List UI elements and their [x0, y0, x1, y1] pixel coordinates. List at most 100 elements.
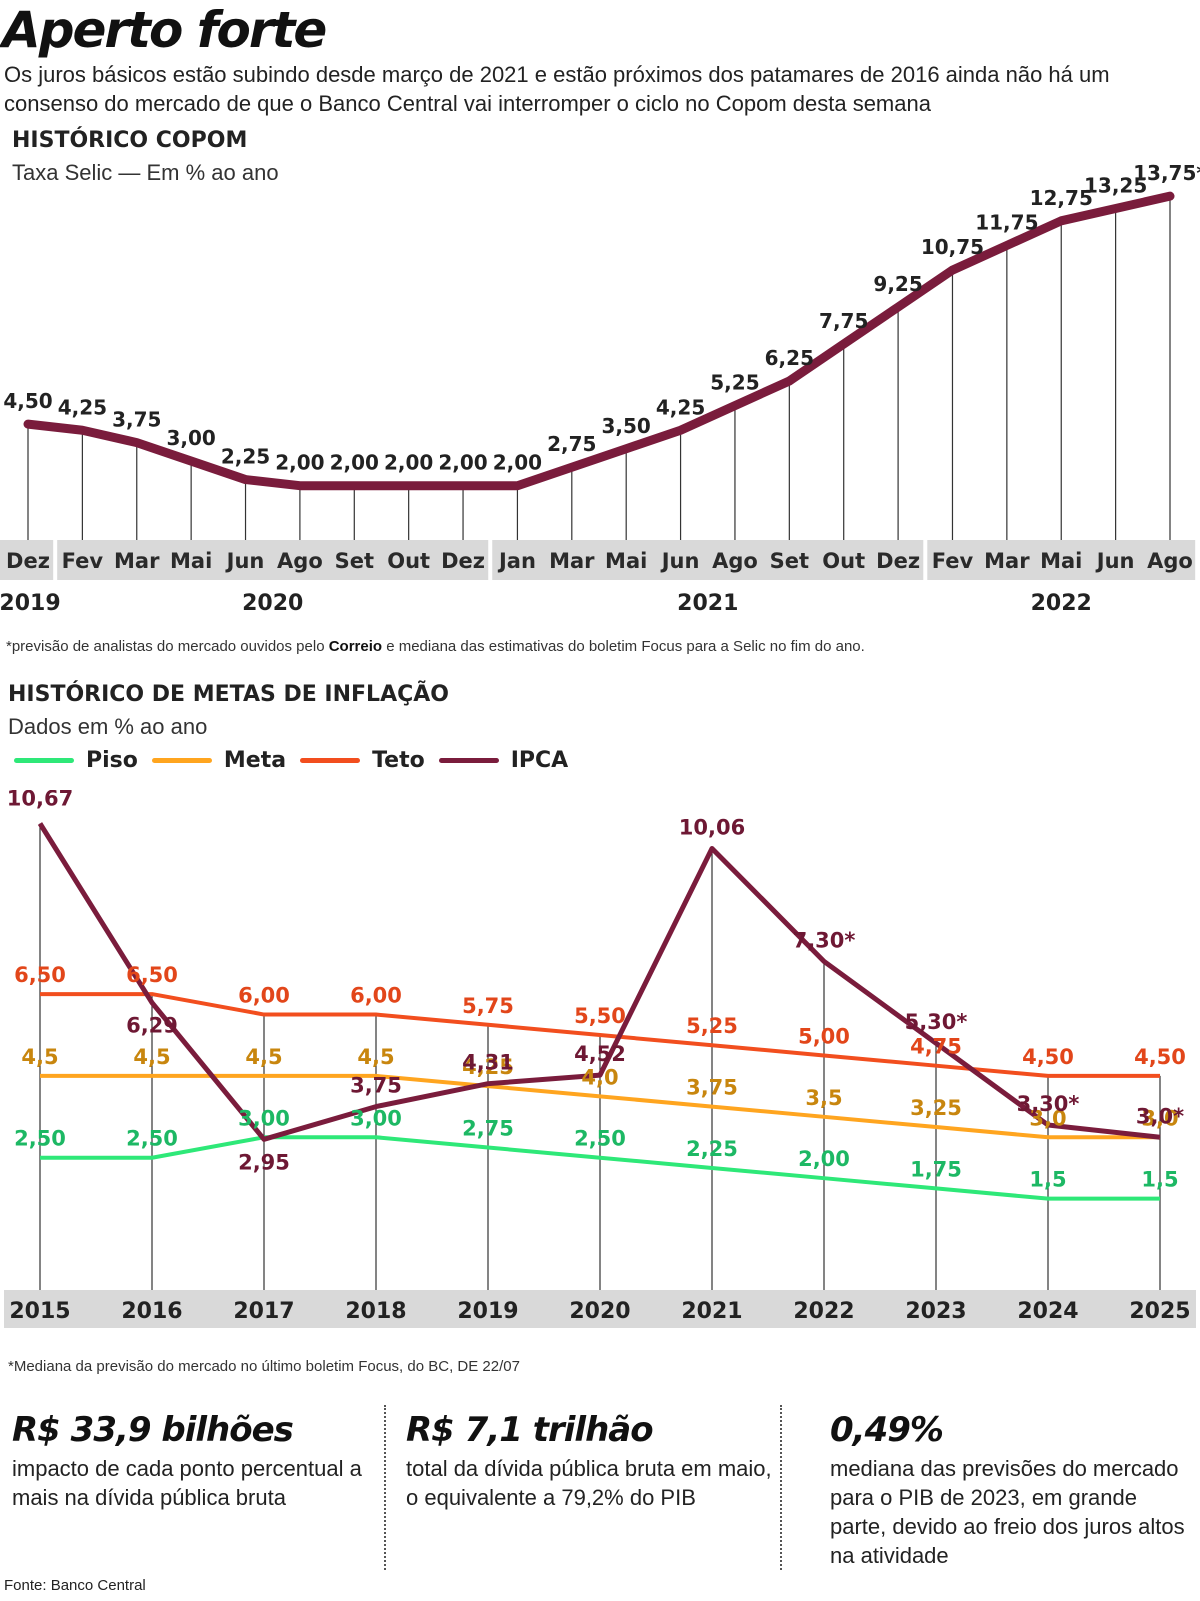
- selic-data-label: 11,75: [975, 210, 1038, 234]
- metas-legend: Piso Meta Teto IPCA: [14, 748, 582, 773]
- x-tick-label: 2021: [681, 1299, 742, 1324]
- data-label-ipca: 4,31: [462, 1051, 514, 1075]
- copom-note: *previsão de analistas do mercado ouvido…: [6, 638, 865, 655]
- year-band-2019: [0, 540, 54, 580]
- data-label-teto: 6,00: [238, 984, 290, 1008]
- x-tick-label: 2022: [793, 1299, 854, 1324]
- selic-data-label: 3,00: [166, 426, 215, 450]
- data-label-piso: 2,50: [126, 1127, 178, 1151]
- legend-label-piso: Piso: [86, 748, 138, 773]
- data-label-piso: 3,00: [350, 1106, 402, 1130]
- selic-data-label: 2,00: [275, 451, 324, 475]
- data-label-ipca: 10,06: [679, 815, 745, 839]
- selic-data-label: 7,75: [819, 309, 868, 333]
- data-label-teto: 5,50: [574, 1004, 626, 1028]
- data-label-ipca: 3,30*: [1017, 1092, 1080, 1116]
- data-label-meta: 3,75: [686, 1076, 738, 1100]
- month-label: Jun: [225, 549, 265, 573]
- series-line-ipca: [37, 822, 1161, 1142]
- month-label: Out: [822, 549, 865, 573]
- month-label: Fev: [62, 549, 104, 573]
- data-label-ipca: 4,52: [574, 1042, 626, 1066]
- selic-data-label: 13,25: [1084, 173, 1147, 197]
- data-label-piso: 3,00: [238, 1106, 290, 1130]
- legend-item-meta: Meta: [151, 748, 287, 773]
- data-label-teto: 5,75: [462, 994, 514, 1018]
- data-label-meta: 3,5: [805, 1086, 842, 1110]
- copom-subtitle: Taxa Selic — Em % ao ano: [12, 160, 279, 185]
- selic-data-label: 2,25: [221, 445, 270, 469]
- data-label-teto: 4,50: [1022, 1045, 1074, 1069]
- selic-data-label: 2,00: [493, 451, 542, 475]
- month-label: Dez: [876, 549, 920, 573]
- month-label: Fev: [932, 549, 974, 573]
- selic-data-label: 9,25: [873, 272, 922, 296]
- stat-divider-1: [384, 1405, 386, 1570]
- data-label-ipca: 3,75: [350, 1074, 402, 1098]
- month-label: Mai: [605, 549, 647, 573]
- x-tick-label: 2024: [1017, 1299, 1078, 1324]
- data-label-meta: 4,5: [245, 1045, 282, 1069]
- data-label-meta: 3,25: [910, 1096, 962, 1120]
- x-tick-label: 2015: [9, 1299, 70, 1324]
- stat-desc-3: mediana das previsões do mercado para o …: [830, 1456, 1185, 1568]
- copom-title: HISTÓRICO COPOM: [12, 128, 248, 153]
- legend-item-ipca: IPCA: [438, 748, 568, 773]
- data-label-piso: 1,5: [1029, 1168, 1066, 1192]
- selic-data-label: 4,25: [58, 395, 107, 419]
- data-label-ipca: 3,0*: [1136, 1104, 1184, 1128]
- year-band-2020: [57, 540, 489, 580]
- data-label-ipca: 10,67: [7, 790, 73, 811]
- data-label-ipca: 7,30*: [793, 928, 856, 952]
- data-label-meta: 4,5: [357, 1045, 394, 1069]
- month-label: Dez: [6, 549, 50, 573]
- data-label-meta: 3,0: [1029, 1106, 1066, 1130]
- month-label: Ago: [1147, 549, 1193, 573]
- selic-data-label: 6,25: [765, 346, 814, 370]
- series-line-meta: [40, 1073, 1160, 1140]
- month-label: Mai: [1040, 549, 1082, 573]
- x-tick-label: 2018: [345, 1299, 406, 1324]
- month-label: Mar: [549, 549, 595, 573]
- data-label-ipca: 5,30*: [905, 1010, 968, 1034]
- legend-label-teto: Teto: [372, 748, 425, 773]
- data-label-teto: 6,50: [14, 963, 66, 987]
- data-label-piso: 1,5: [1141, 1168, 1178, 1192]
- data-label-piso: 2,50: [14, 1127, 66, 1151]
- stat-divider-2: [780, 1405, 782, 1570]
- source-note: Fonte: Banco Central: [4, 1577, 146, 1594]
- x-tick-label: 2016: [121, 1299, 182, 1324]
- year-band-2022: [927, 540, 1196, 580]
- data-label-teto: 5,00: [798, 1024, 850, 1048]
- series-line-piso: [40, 1135, 1160, 1201]
- data-label-meta: 4,0: [581, 1065, 618, 1089]
- selic-data-label: 2,00: [330, 451, 379, 475]
- selic-chart: 2019 2020 2021 2022 Dez Fev Mar Mai Jun Ago Set Out…: [0, 161, 1200, 616]
- selic-data-label: 12,75: [1030, 186, 1093, 210]
- data-label-meta: 4,5: [21, 1045, 58, 1069]
- month-label: Ago: [277, 549, 323, 573]
- metas-title: HISTÓRICO DE METAS DE INFLAÇÃO: [8, 682, 449, 707]
- x-tick-label: 2019: [457, 1299, 518, 1324]
- metas-note: *Mediana da previsão do mercado no últim…: [8, 1358, 520, 1375]
- data-label-piso: 2,75: [462, 1117, 514, 1141]
- stat-desc-2: total da dívida pública bruta em maio, o…: [406, 1456, 772, 1510]
- legend-swatch-meta: [151, 758, 212, 763]
- data-label-meta: 3,0: [1141, 1106, 1178, 1130]
- data-label-piso: 1,75: [910, 1157, 962, 1181]
- month-label: Mai: [170, 549, 212, 573]
- selic-data-label: 2,00: [384, 451, 433, 475]
- month-label: Jan: [497, 549, 536, 573]
- legend-swatch-teto: [300, 758, 361, 763]
- metas-subtitle: Dados em % ao ano: [8, 714, 208, 739]
- month-label: Jun: [660, 549, 700, 573]
- data-label-teto: 6,50: [126, 963, 178, 987]
- month-label: Jun: [1095, 549, 1135, 573]
- legend-label-meta: Meta: [223, 748, 287, 773]
- data-label-teto: 6,00: [350, 984, 402, 1008]
- year-label: 2021: [677, 591, 738, 616]
- stat-desc-1: impacto de cada ponto percentual a mais …: [12, 1456, 362, 1510]
- legend-swatch-piso: [14, 758, 74, 763]
- selic-data-label: 4,50: [3, 389, 52, 413]
- stat-value-2: R$ 7,1 trilhão: [406, 1410, 654, 1450]
